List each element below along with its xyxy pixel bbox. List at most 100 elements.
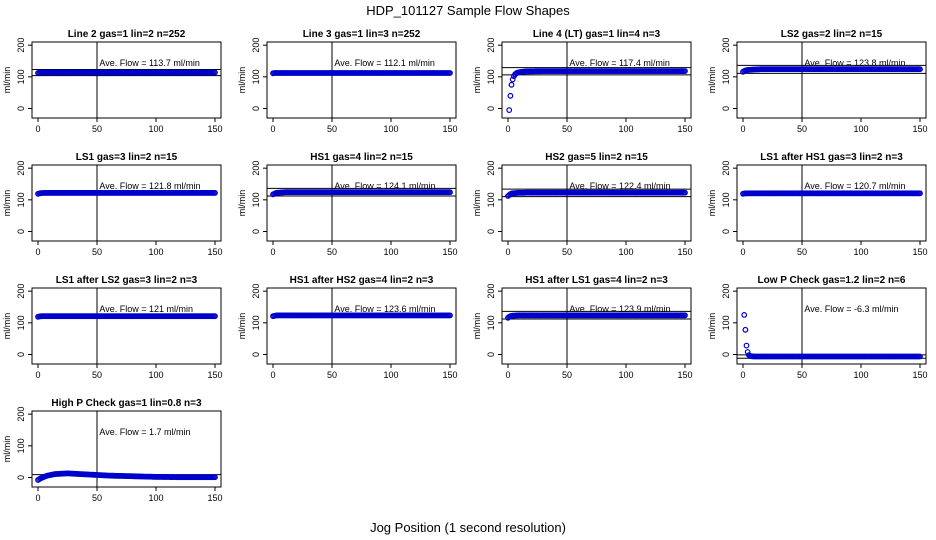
panel-ylabel: ml/min [707, 190, 717, 217]
panel-ylabel: ml/min [2, 313, 12, 340]
data-points [270, 70, 453, 77]
x-tick-label: 50 [562, 247, 572, 257]
data-points [35, 69, 218, 76]
plot-frame [736, 287, 927, 365]
panel-13: High P Check gas=1 lin=0.8 n=3 ml/min 0 100… [2, 398, 223, 503]
x-tick-label: 0 [35, 247, 40, 257]
ave-flow-annotation: Ave. Flow = 124.1 ml/min [334, 181, 435, 191]
x-tick-label: 100 [383, 370, 398, 380]
x-tick-label: 150 [207, 247, 222, 257]
x-tick-label: 150 [442, 124, 457, 134]
x-tick-label: 100 [618, 124, 633, 134]
x-tick-label: 150 [207, 493, 222, 503]
y-tick-label: 100 [16, 192, 26, 207]
y-tick-label: 200 [251, 38, 261, 53]
panel-title: Line 2 gas=1 lin=2 n=252 [68, 29, 186, 40]
plot-frame [31, 287, 222, 365]
panel-ylabel: ml/min [707, 67, 717, 94]
plot-frame [266, 41, 457, 119]
x-tick-label: 50 [797, 124, 807, 134]
x-tick-label: 150 [677, 124, 692, 134]
x-tick-label: 100 [853, 124, 868, 134]
x-tick-label: 0 [505, 124, 510, 134]
ave-flow-annotation: Ave. Flow = 123.9 ml/min [569, 304, 670, 314]
y-tick-label: 0 [721, 106, 731, 111]
panel-ylabel: ml/min [472, 190, 482, 217]
data-point [742, 326, 749, 333]
data-points [270, 189, 453, 198]
x-tick-label: 50 [92, 370, 102, 380]
x-tick-label: 0 [740, 247, 745, 257]
panel-ylabel: ml/min [472, 67, 482, 94]
data-point [509, 76, 516, 83]
y-tick-label: 100 [16, 69, 26, 84]
x-tick-label: 0 [35, 124, 40, 134]
data-point [917, 66, 923, 73]
data-point [682, 312, 688, 319]
ave-flow-annotation: Ave. Flow = 121 ml/min [99, 304, 193, 314]
ave-flow-annotation: Ave. Flow = 121.8 ml/min [99, 181, 200, 191]
y-tick-label: 200 [721, 161, 731, 176]
y-tick-label: 100 [721, 69, 731, 84]
data-points [35, 189, 218, 197]
panel-title: HS2 gas=5 lin=2 n=15 [545, 152, 648, 163]
x-tick-label: 100 [148, 370, 163, 380]
x-tick-label: 100 [853, 247, 868, 257]
y-tick-label: 200 [16, 38, 26, 53]
y-tick-label: 0 [16, 475, 26, 480]
panel-title: HS1 after LS1 gas=4 lin=2 n=3 [525, 275, 668, 286]
panel-2: Line 3 gas=1 lin=3 n=252 ml/min 0 100 200 0 50… [237, 29, 458, 134]
panel-9: LS1 after LS2 gas=3 lin=2 n=3 ml/min 0 100 2… [2, 275, 223, 380]
y-tick-label: 200 [16, 161, 26, 176]
panel-ylabel: ml/min [707, 313, 717, 340]
y-tick-label: 100 [16, 315, 26, 330]
data-point [682, 68, 688, 74]
panel-ylabel: ml/min [2, 436, 12, 463]
panel-ylabel: ml/min [2, 190, 12, 217]
y-tick-label: 0 [16, 106, 26, 111]
y-tick-label: 0 [251, 352, 261, 357]
data-point [506, 107, 513, 113]
y-tick-label: 200 [721, 284, 731, 299]
data-points [741, 312, 923, 360]
x-tick-label: 0 [270, 370, 275, 380]
ave-flow-annotation: Ave. Flow = 1.7 ml/min [99, 427, 190, 437]
data-point [447, 189, 453, 196]
y-tick-label: 100 [16, 438, 26, 453]
panel-title: LS1 after HS1 gas=3 lin=2 n=3 [760, 152, 903, 163]
y-tick-label: 100 [721, 315, 731, 330]
y-tick-label: 100 [251, 69, 261, 84]
x-tick-label: 100 [618, 370, 633, 380]
x-tick-label: 50 [327, 247, 337, 257]
panel-3: Line 4 (LT) gas=1 lin=4 n=3 ml/min 0 100 200… [472, 29, 693, 134]
panel-ylabel: ml/min [237, 190, 247, 217]
ave-flow-annotation: Ave. Flow = 113.7 ml/min [99, 58, 199, 68]
x-tick-label: 0 [270, 247, 275, 257]
data-point [212, 189, 218, 196]
panel-1: Line 2 gas=1 lin=2 n=252 ml/min 0 100 200 0 50… [2, 29, 223, 134]
y-tick-label: 0 [251, 229, 261, 234]
plot-frame [501, 41, 692, 119]
data-point [212, 69, 218, 76]
y-tick-label: 100 [486, 315, 496, 330]
data-points [35, 470, 218, 483]
x-tick-label: 100 [148, 247, 163, 257]
ave-flow-annotation: Ave. Flow = 117.4 ml/min [569, 58, 669, 68]
ave-flow-annotation: Ave. Flow = 123.8 ml/min [804, 58, 905, 68]
x-tick-label: 150 [442, 247, 457, 257]
x-tick-label: 50 [327, 370, 337, 380]
x-tick-label: 50 [92, 124, 102, 134]
x-tick-label: 50 [92, 247, 102, 257]
y-tick-label: 0 [251, 106, 261, 111]
x-tick-label: 50 [92, 493, 102, 503]
data-points [505, 189, 688, 199]
panel-ylabel: ml/min [237, 67, 247, 94]
plot-frame [501, 287, 692, 365]
x-tick-label: 0 [740, 124, 745, 134]
plot-frame [736, 164, 927, 242]
y-tick-label: 200 [251, 161, 261, 176]
data-points [35, 313, 218, 320]
data-points [740, 190, 923, 197]
x-tick-label: 150 [677, 370, 692, 380]
